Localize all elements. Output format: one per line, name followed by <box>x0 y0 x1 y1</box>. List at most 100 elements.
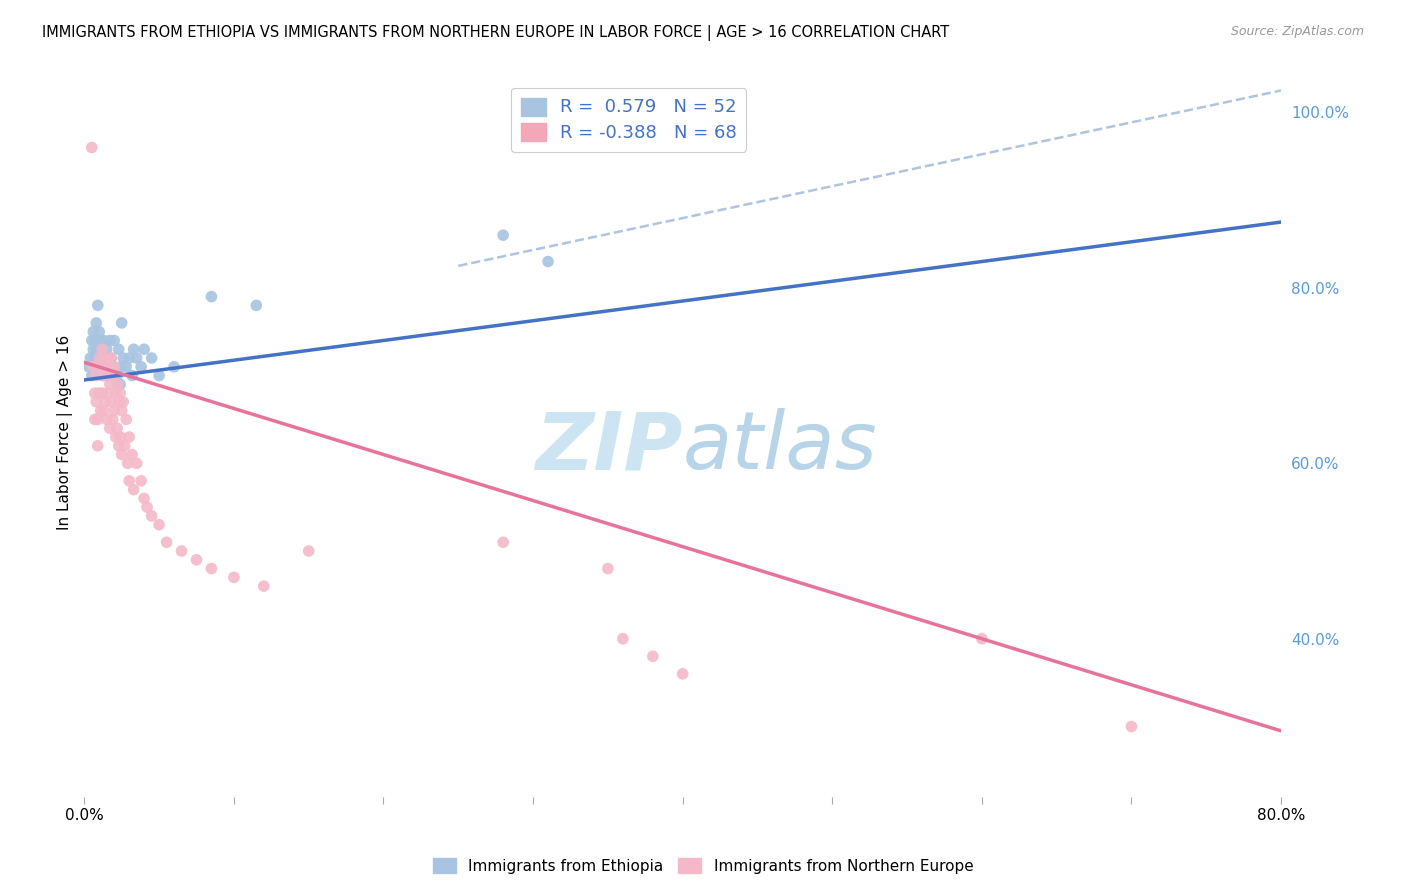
Point <box>97 359 120 374</box>
Point <box>98 421 121 435</box>
Point <box>101 368 124 383</box>
Point <box>89 325 111 339</box>
Text: Source: ZipAtlas.com: Source: ZipAtlas.com <box>1230 25 1364 38</box>
Point <box>170 544 193 558</box>
Point <box>90 403 112 417</box>
Point <box>82 359 104 374</box>
Point <box>77 359 100 374</box>
Point <box>104 430 127 444</box>
Point <box>104 386 127 401</box>
Point <box>83 334 105 348</box>
Point <box>100 351 122 365</box>
Point <box>83 412 105 426</box>
Point <box>155 535 177 549</box>
Point <box>94 395 117 409</box>
Point <box>89 343 111 357</box>
Point <box>970 632 993 646</box>
Point <box>87 439 110 453</box>
Point <box>200 561 222 575</box>
Point <box>163 359 186 374</box>
Point <box>134 343 156 357</box>
Point <box>103 359 125 374</box>
Point <box>89 351 111 365</box>
Point <box>98 377 121 392</box>
Point <box>134 491 156 506</box>
Point <box>253 579 276 593</box>
Point <box>94 351 117 365</box>
Point <box>84 359 107 374</box>
Point <box>107 343 129 357</box>
Text: atlas: atlas <box>683 409 877 486</box>
Point <box>108 430 131 444</box>
Point <box>148 517 170 532</box>
Point <box>114 439 136 453</box>
Point <box>136 500 159 515</box>
Point <box>186 553 208 567</box>
Point <box>87 298 110 312</box>
Point <box>94 351 117 365</box>
Point <box>245 298 267 312</box>
Point <box>96 412 118 426</box>
Point <box>83 351 105 365</box>
Point <box>108 377 131 392</box>
Point <box>96 368 118 383</box>
Legend: R =  0.579   N = 52, R = -0.388   N = 68: R = 0.579 N = 52, R = -0.388 N = 68 <box>512 87 747 152</box>
Point <box>107 395 129 409</box>
Point <box>84 316 107 330</box>
Point <box>121 448 143 462</box>
Point <box>129 474 152 488</box>
Point <box>105 368 128 383</box>
Point <box>129 359 152 374</box>
Point <box>101 368 124 383</box>
Point <box>117 456 139 470</box>
Point <box>112 395 135 409</box>
Point <box>83 386 105 401</box>
Point <box>87 412 110 426</box>
Point <box>100 351 122 365</box>
Point <box>103 359 125 374</box>
Text: ZIP: ZIP <box>536 409 683 486</box>
Point <box>101 412 124 426</box>
Point <box>492 535 515 549</box>
Point <box>118 430 141 444</box>
Point <box>492 228 515 243</box>
Point <box>107 439 129 453</box>
Point <box>87 334 110 348</box>
Point <box>111 448 134 462</box>
Point <box>79 351 101 365</box>
Point <box>90 334 112 348</box>
Text: IMMIGRANTS FROM ETHIOPIA VS IMMIGRANTS FROM NORTHERN EUROPE IN LABOR FORCE | AGE: IMMIGRANTS FROM ETHIOPIA VS IMMIGRANTS F… <box>42 25 949 41</box>
Point <box>100 395 122 409</box>
Point <box>93 359 115 374</box>
Point <box>112 351 135 365</box>
Point <box>91 386 114 401</box>
Point <box>641 649 664 664</box>
Point <box>200 290 222 304</box>
Point <box>84 395 107 409</box>
Point <box>122 483 145 497</box>
Point <box>91 343 114 357</box>
Point <box>96 343 118 357</box>
Point <box>121 368 143 383</box>
Point <box>672 666 695 681</box>
Point <box>103 334 125 348</box>
Point <box>118 351 141 365</box>
Point <box>80 368 103 383</box>
Point <box>125 351 148 365</box>
Point <box>93 403 115 417</box>
Point <box>115 359 138 374</box>
Point <box>84 343 107 357</box>
Y-axis label: In Labor Force | Age > 16: In Labor Force | Age > 16 <box>58 335 73 530</box>
Point <box>115 412 138 426</box>
Point <box>141 351 163 365</box>
Point <box>537 254 560 268</box>
Point <box>89 386 111 401</box>
Point <box>90 351 112 365</box>
Point <box>122 343 145 357</box>
Point <box>91 368 114 383</box>
Point <box>148 368 170 383</box>
Point <box>612 632 634 646</box>
Point <box>93 334 115 348</box>
Point <box>90 359 112 374</box>
Point <box>111 359 134 374</box>
